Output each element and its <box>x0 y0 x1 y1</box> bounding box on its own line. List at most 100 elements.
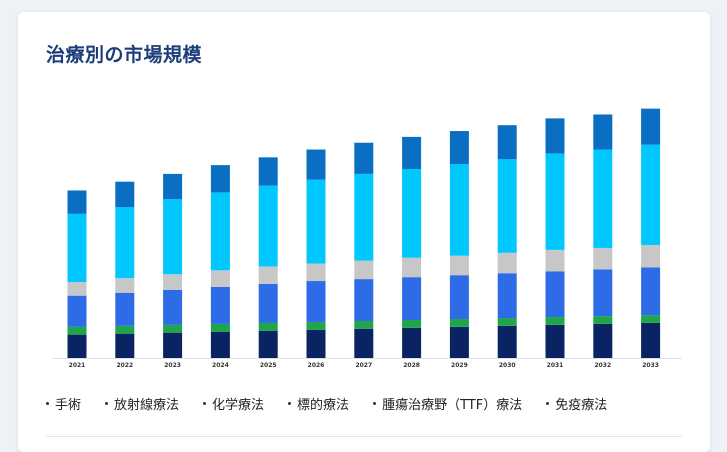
bar-segment-2024-s3[interactable] <box>210 270 230 287</box>
bar-segment-2032-s2[interactable] <box>593 269 613 317</box>
bar-segment-2022-s3[interactable] <box>115 278 135 293</box>
bullet-icon <box>105 402 109 405</box>
bar-segment-2023-s2[interactable] <box>163 289 183 325</box>
bar-segment-2029-s2[interactable] <box>449 275 469 320</box>
bar-segment-2021-s0[interactable] <box>67 334 87 358</box>
bar-segment-2024-s2[interactable] <box>210 286 230 324</box>
bar-segment-2022-s0[interactable] <box>115 333 135 358</box>
bar-segment-2025-s1[interactable] <box>258 322 278 331</box>
bar-segment-2029-s1[interactable] <box>449 319 469 327</box>
bar-segment-2025-s5[interactable] <box>258 157 278 186</box>
bar-segment-2025-s0[interactable] <box>258 330 278 358</box>
bar-segment-2026-s5[interactable] <box>306 149 326 180</box>
bar-segment-2025-s4[interactable] <box>258 185 278 267</box>
bar-segment-2026-s1[interactable] <box>306 321 326 330</box>
bar-segment-2031-s4[interactable] <box>545 153 565 250</box>
bar-segment-2027-s4[interactable] <box>354 173 374 261</box>
bar-segment-2021-s5[interactable] <box>67 190 87 214</box>
bar-segment-2033-s4[interactable] <box>641 144 661 246</box>
bar-segment-2030-s4[interactable] <box>497 159 517 253</box>
bar-segment-2032-s4[interactable] <box>593 149 613 248</box>
bar-segment-2027-s1[interactable] <box>354 320 374 329</box>
bar-segment-2023-s1[interactable] <box>163 324 183 333</box>
bar-segment-2027-s3[interactable] <box>354 260 374 280</box>
x-tick-label: 2029 <box>451 362 468 369</box>
bar-segment-2024-s4[interactable] <box>210 192 230 271</box>
bar-segment-2033-s0[interactable] <box>641 322 661 358</box>
bar-segment-2029-s5[interactable] <box>449 131 469 165</box>
bar-segment-2032-s0[interactable] <box>593 323 613 358</box>
bar-segment-2024-s1[interactable] <box>210 323 230 332</box>
chart-legend: 手術 放射線療法 化学療法 標的療法 腫瘍治療野（TTF）療法 免疫療法 <box>46 394 607 413</box>
x-tick-label: 2028 <box>403 362 420 369</box>
footer-divider <box>46 436 682 437</box>
bar-segment-2026-s0[interactable] <box>306 329 326 358</box>
x-tick-label: 2021 <box>69 362 86 369</box>
bar-segment-2031-s1[interactable] <box>545 317 565 325</box>
x-tick-label: 2026 <box>308 362 325 369</box>
bar-segment-2021-s2[interactable] <box>67 295 87 327</box>
bar-segment-2021-s1[interactable] <box>67 326 87 335</box>
bar-segment-2033-s1[interactable] <box>641 315 661 323</box>
bar-segment-2029-s4[interactable] <box>449 164 469 256</box>
bar-segment-2031-s3[interactable] <box>545 249 565 272</box>
bar-segment-2022-s4[interactable] <box>115 207 135 279</box>
bar-segment-2023-s4[interactable] <box>163 199 183 275</box>
legend-item-ttf[interactable]: 腫瘍治療野（TTF）療法 <box>373 394 522 413</box>
bullet-icon <box>373 402 377 405</box>
bar-segment-2026-s4[interactable] <box>306 179 326 264</box>
legend-item-radiation[interactable]: 放射線療法 <box>105 394 179 413</box>
bar-segment-2030-s0[interactable] <box>497 325 517 358</box>
bar-segment-2028-s5[interactable] <box>402 136 422 170</box>
bar-segment-2031-s2[interactable] <box>545 271 565 318</box>
bar-segment-2027-s5[interactable] <box>354 142 374 174</box>
bar-segment-2026-s3[interactable] <box>306 263 326 282</box>
bar-segment-2033-s5[interactable] <box>641 108 661 145</box>
bar-segment-2021-s3[interactable] <box>67 282 87 296</box>
bar-segment-2033-s3[interactable] <box>641 245 661 268</box>
bar-segment-2033-s2[interactable] <box>641 267 661 316</box>
x-tick-label: 2031 <box>547 362 564 369</box>
legend-item-immunotherapy[interactable]: 免疫療法 <box>546 394 607 413</box>
bar-segment-2032-s1[interactable] <box>593 316 613 324</box>
x-tick-label: 2030 <box>499 362 516 369</box>
bar-segment-2021-s4[interactable] <box>67 213 87 283</box>
legend-label: 腫瘍治療野（TTF）療法 <box>382 398 523 413</box>
bar-segment-2024-s0[interactable] <box>210 331 230 358</box>
bar-segment-2029-s0[interactable] <box>449 326 469 358</box>
bar-segment-2028-s3[interactable] <box>402 257 422 278</box>
legend-item-targeted[interactable]: 標的療法 <box>288 394 349 413</box>
x-tick-label: 2033 <box>642 362 659 369</box>
bullet-icon <box>203 402 207 405</box>
bar-segment-2028-s0[interactable] <box>402 327 422 358</box>
bar-segment-2027-s2[interactable] <box>354 279 374 321</box>
bar-segment-2023-s5[interactable] <box>163 173 183 200</box>
legend-item-surgery[interactable]: 手術 <box>46 394 81 413</box>
bar-segment-2026-s2[interactable] <box>306 281 326 322</box>
bar-segment-2031-s0[interactable] <box>545 324 565 358</box>
bar-segment-2030-s2[interactable] <box>497 273 517 319</box>
x-tick-label: 2027 <box>355 362 372 369</box>
bar-segment-2025-s2[interactable] <box>258 283 278 323</box>
bar-segment-2022-s1[interactable] <box>115 325 135 334</box>
bar-segment-2024-s5[interactable] <box>210 165 230 193</box>
bar-segment-2030-s3[interactable] <box>497 252 517 274</box>
x-tick-label: 2024 <box>212 362 229 369</box>
bar-segment-2025-s3[interactable] <box>258 266 278 284</box>
bar-segment-2030-s1[interactable] <box>497 318 517 326</box>
bar-segment-2022-s2[interactable] <box>115 292 135 326</box>
bar-segment-2022-s5[interactable] <box>115 181 135 208</box>
bar-segment-2032-s5[interactable] <box>593 114 613 150</box>
bar-segment-2023-s3[interactable] <box>163 274 183 290</box>
bar-segment-2028-s4[interactable] <box>402 169 422 258</box>
legend-item-chemotherapy[interactable]: 化学療法 <box>203 394 264 413</box>
stacked-bar-chart: 2021 2022 2023 2024 2025 2026 2027 2028 2029 2030… <box>52 108 682 369</box>
bar-segment-2029-s3[interactable] <box>449 255 469 276</box>
bar-segment-2030-s5[interactable] <box>497 125 517 160</box>
bar-segment-2028-s1[interactable] <box>402 320 422 328</box>
bar-segment-2027-s0[interactable] <box>354 328 374 358</box>
bar-segment-2023-s0[interactable] <box>163 332 183 358</box>
bar-segment-2031-s5[interactable] <box>545 118 565 154</box>
bar-segment-2032-s3[interactable] <box>593 247 613 270</box>
bar-segment-2028-s2[interactable] <box>402 277 422 321</box>
